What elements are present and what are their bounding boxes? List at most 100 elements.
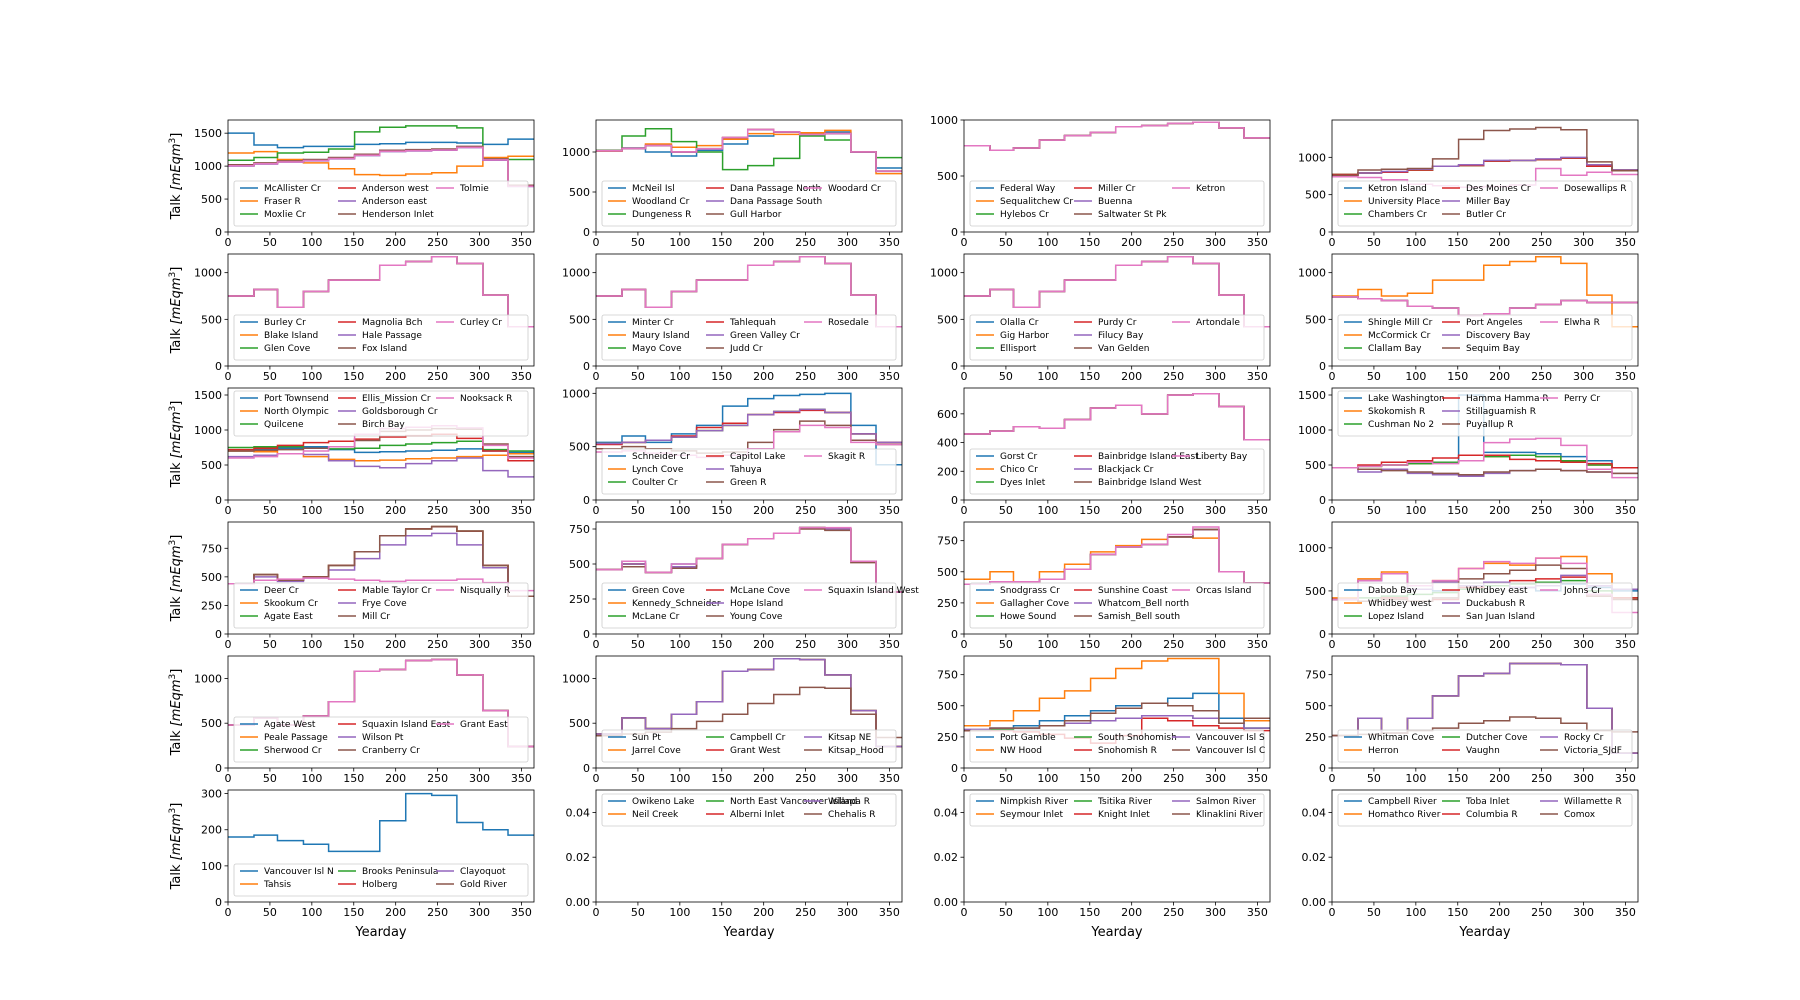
x-tick-label: 0 (961, 236, 968, 249)
legend-box (601, 180, 897, 227)
legend-label: Homathco River (1368, 810, 1441, 820)
chart-panel: 0 50 100 150 200 250 300 350 0 500 1000 Burley Cr Bl… (168, 253, 535, 383)
x-tick-label: 350 (879, 638, 900, 651)
x-tick-label: 350 (879, 504, 900, 517)
legend-box (233, 716, 529, 763)
legend-label: Chehalis R (828, 810, 876, 820)
legend: Owikeno Lake Neil Creek North East Vancouv… (601, 793, 897, 827)
y-tick-label: 0.00 (1302, 896, 1327, 909)
x-tick-label: 350 (1247, 236, 1268, 249)
legend-label: Schneider Cr (632, 452, 690, 462)
series-line (596, 131, 902, 169)
legend-box (601, 448, 897, 495)
x-tick-label: 200 (385, 638, 406, 651)
series-group (596, 526, 902, 593)
x-tick-label: 250 (427, 906, 448, 919)
legend-label: Henderson Inlet (362, 210, 434, 220)
legend-label: Port Angeles (1466, 318, 1523, 328)
x-tick-label: 150 (1079, 906, 1100, 919)
legend-box (969, 180, 1265, 227)
x-tick-label: 50 (999, 772, 1013, 785)
legend-label: Agate East (264, 612, 313, 622)
x-tick-label: 250 (1531, 772, 1552, 785)
series-line (964, 392, 1270, 441)
x-tick-label: 100 (1037, 236, 1058, 249)
legend-label: Filucy Bay (1098, 331, 1144, 341)
legend-label: Tahuya (729, 465, 762, 475)
x-tick-label: 350 (1615, 638, 1636, 651)
series-line (228, 577, 534, 592)
y-axis-label-main: Talk (169, 592, 184, 622)
series-line (964, 392, 1270, 441)
legend-label: McCormick Cr (1368, 331, 1431, 341)
legend-label: Willapa R (828, 797, 870, 807)
y-tick-label: 500 (1305, 189, 1326, 202)
x-tick-label: 200 (1121, 638, 1142, 651)
legend-label: Gig Harbor (1000, 331, 1049, 341)
legend-label: Snohomish R (1098, 746, 1157, 756)
legend-label: Glen Cove (264, 344, 311, 354)
axes-frame (1331, 655, 1639, 769)
x-tick-label: 100 (301, 772, 322, 785)
series-line (596, 408, 902, 445)
chart-panel: 0 50 100 150 200 250 300 350 0 500 1000 Ketron Isla… (1298, 119, 1639, 249)
series-line (1332, 296, 1638, 317)
y-tick-label: 0 (583, 360, 590, 373)
legend-label: Tahsis (263, 880, 291, 890)
legend-label: Puyallup R (1466, 420, 1513, 430)
legend-label: Chambers Cr (1368, 210, 1427, 220)
chart-panel: 0 50 100 150 200 250 300 350 0 250 500 750 Port Gamb… (937, 655, 1271, 785)
x-tick-label: 0 (593, 772, 600, 785)
x-tick-label: 100 (301, 236, 322, 249)
x-tick-label: 250 (427, 504, 448, 517)
series-line (228, 792, 534, 853)
x-tick-label: 150 (343, 504, 364, 517)
legend-label: Miller Bay (1466, 197, 1511, 207)
x-tick-label: 250 (795, 906, 816, 919)
y-tick-label: 0.00 (934, 896, 959, 909)
x-tick-label: 50 (1367, 906, 1381, 919)
axes-frame (1331, 253, 1639, 367)
y-axis-label: Talk [mEqm3] (168, 267, 184, 355)
legend-label: Sunshine Coast (1098, 586, 1168, 596)
chart-panel: 0 50 100 150 200 250 300 350 0 250 500 750 Green Cov… (569, 521, 919, 651)
series-line (964, 692, 1270, 732)
x-tick-label: 150 (711, 370, 732, 383)
legend-label: Young Cove (729, 612, 783, 622)
legend-label: Rosedale (828, 318, 869, 328)
x-tick-label: 100 (1037, 504, 1058, 517)
x-tick-label: 0 (225, 504, 232, 517)
legend-label: Stillaguamish R (1466, 407, 1536, 417)
series-line (596, 526, 902, 593)
legend-label: Burley Cr (264, 318, 306, 328)
legend-label: Gallagher Cove (1000, 599, 1070, 609)
x-tick-label: 350 (1615, 906, 1636, 919)
series-line (1332, 662, 1638, 754)
y-tick-label: 0 (583, 226, 590, 239)
x-tick-label: 200 (1489, 370, 1510, 383)
legend-box (969, 314, 1265, 361)
x-tick-label: 350 (1615, 236, 1636, 249)
x-tick-label: 50 (1367, 772, 1381, 785)
x-tick-label: 200 (753, 772, 774, 785)
x-tick-label: 300 (469, 638, 490, 651)
x-tick-label: 0 (1329, 504, 1336, 517)
axes-frame (595, 655, 903, 769)
series-line (596, 526, 902, 593)
legend-label: Liberty Bay (1196, 452, 1248, 462)
x-tick-label: 150 (1447, 906, 1468, 919)
series-line (1332, 296, 1638, 317)
x-tick-label: 250 (795, 638, 816, 651)
y-axis-label-sup: 3 (168, 540, 178, 546)
y-tick-label: 250 (569, 593, 590, 606)
series-line (1332, 296, 1638, 317)
y-tick-label: 500 (201, 193, 222, 206)
x-tick-label: 250 (1531, 906, 1552, 919)
x-tick-label: 50 (263, 504, 277, 517)
legend-label: Squaxin Island East (362, 720, 451, 730)
legend-label: McNeil Isl (632, 184, 675, 194)
series-line (964, 392, 1270, 441)
y-tick-label: 750 (937, 669, 958, 682)
y-axis-label-main: Talk (169, 860, 184, 890)
y-tick-label: 1000 (1298, 542, 1326, 555)
